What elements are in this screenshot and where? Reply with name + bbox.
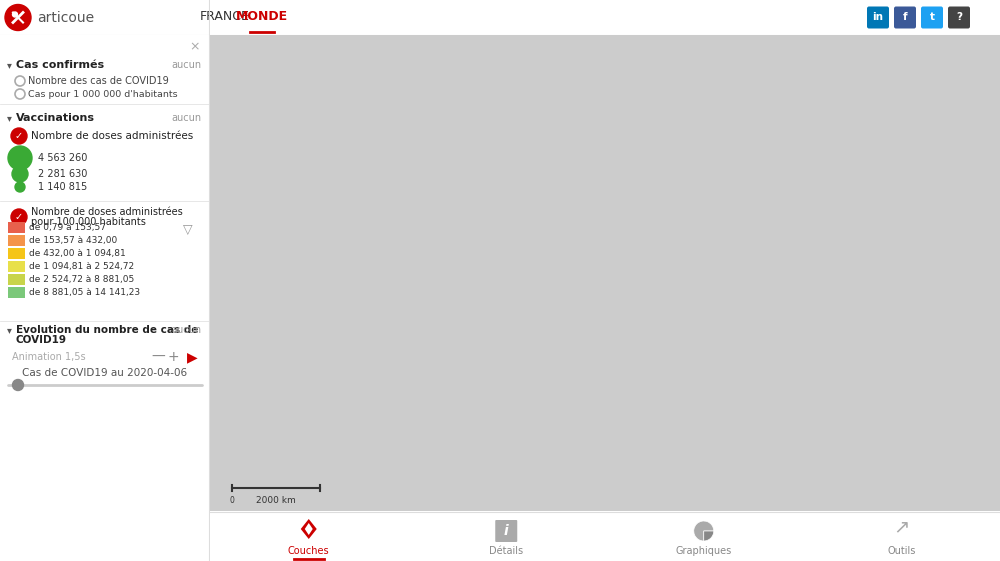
Text: Graphiques: Graphiques (676, 546, 732, 556)
Text: +: + (167, 350, 179, 364)
Text: ▾: ▾ (7, 113, 12, 123)
Text: de 2 524,72 à 8 881,05: de 2 524,72 à 8 881,05 (29, 275, 134, 284)
Text: f: f (903, 12, 907, 22)
Wedge shape (704, 531, 714, 541)
Text: de 1 094,81 à 2 524,72: de 1 094,81 à 2 524,72 (29, 262, 134, 271)
Bar (8, 274, 25, 285)
Bar (8, 287, 25, 298)
Text: Cas de COVID19 au 2020-04-06: Cas de COVID19 au 2020-04-06 (22, 368, 188, 378)
Circle shape (11, 128, 27, 144)
Text: ✓: ✓ (15, 131, 23, 141)
Bar (8, 261, 25, 272)
Text: MONDE: MONDE (236, 10, 288, 23)
Text: Nombre de doses administrées: Nombre de doses administrées (31, 131, 193, 141)
Text: aucun: aucun (172, 325, 202, 335)
Text: articoue: articoue (37, 11, 94, 25)
Bar (8, 222, 25, 233)
Text: Nombre de doses administrées: Nombre de doses administrées (31, 207, 183, 217)
Text: —: — (151, 350, 165, 364)
Text: Cas pour 1 000 000 d'habitants: Cas pour 1 000 000 d'habitants (28, 90, 178, 99)
FancyBboxPatch shape (948, 7, 970, 29)
Text: Couches: Couches (288, 546, 330, 556)
Text: FRANCE: FRANCE (200, 10, 250, 23)
Text: de 432,00 à 1 094,81: de 432,00 à 1 094,81 (29, 249, 126, 258)
FancyBboxPatch shape (867, 7, 889, 29)
Text: de 153,57 à 432,00: de 153,57 à 432,00 (29, 236, 117, 245)
Text: COVID19: COVID19 (16, 335, 67, 345)
Text: t: t (930, 12, 934, 22)
Text: Vaccinations: Vaccinations (16, 113, 95, 123)
Text: aucun: aucun (172, 113, 202, 123)
Text: de 8 881,05 à 14 141,23: de 8 881,05 à 14 141,23 (29, 288, 140, 297)
Text: Cas confirmés: Cas confirmés (16, 60, 104, 70)
Text: aucun: aucun (172, 60, 202, 70)
Text: ✓: ✓ (15, 212, 23, 222)
Text: Nombre des cas de COVID19: Nombre des cas de COVID19 (28, 76, 169, 86)
Text: Animation 1,5s: Animation 1,5s (12, 352, 86, 362)
Text: Evolution du nombre de cas de: Evolution du nombre de cas de (16, 325, 198, 335)
Circle shape (12, 379, 24, 390)
FancyBboxPatch shape (921, 7, 943, 29)
Text: 0: 0 (230, 496, 234, 505)
Text: Détails: Détails (489, 546, 523, 556)
Text: ↗: ↗ (893, 517, 909, 536)
Circle shape (11, 209, 27, 225)
FancyBboxPatch shape (495, 520, 517, 542)
Text: 4 563 260: 4 563 260 (38, 153, 87, 163)
Text: pour 100 000 habitants: pour 100 000 habitants (31, 217, 146, 227)
Text: ▶: ▶ (187, 350, 197, 364)
Text: 1 140 815: 1 140 815 (38, 182, 87, 192)
Circle shape (15, 182, 25, 192)
Bar (8, 248, 25, 259)
Text: ▾: ▾ (7, 60, 12, 70)
Wedge shape (694, 521, 714, 541)
Text: Outils: Outils (887, 546, 915, 556)
Text: 2 281 630: 2 281 630 (38, 169, 87, 179)
Text: de 0,79 à 153,57: de 0,79 à 153,57 (29, 223, 106, 232)
Circle shape (8, 146, 32, 170)
Bar (8, 235, 25, 246)
Text: 2000 km: 2000 km (256, 496, 296, 505)
Text: ▾: ▾ (7, 325, 12, 335)
Text: ×: × (190, 40, 200, 53)
Polygon shape (301, 519, 317, 539)
Polygon shape (305, 523, 313, 535)
Circle shape (12, 166, 28, 182)
Text: ?: ? (956, 12, 962, 22)
FancyBboxPatch shape (894, 7, 916, 29)
Circle shape (12, 12, 18, 17)
Text: i: i (504, 524, 509, 538)
Circle shape (5, 4, 31, 30)
Text: in: in (872, 12, 884, 22)
Text: ▽: ▽ (183, 223, 193, 236)
